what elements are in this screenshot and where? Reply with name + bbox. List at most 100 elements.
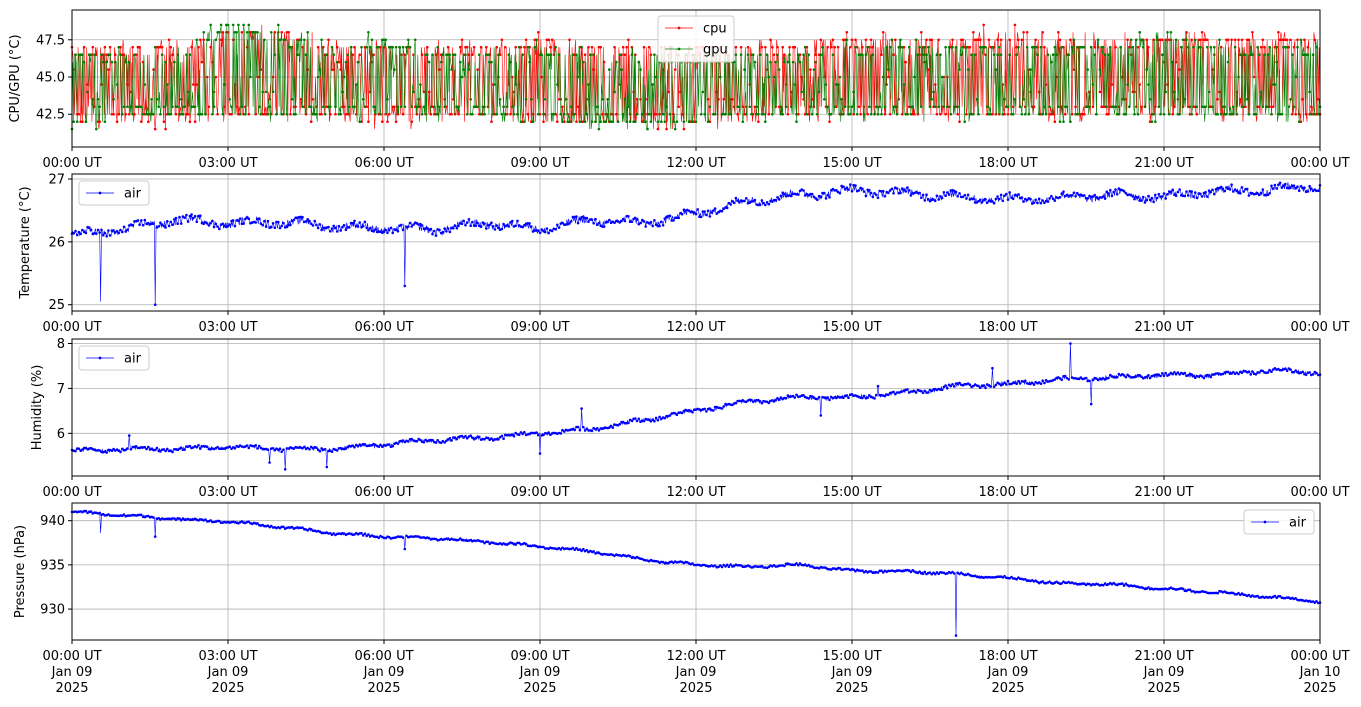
data-point	[275, 112, 278, 116]
data-point	[826, 45, 829, 49]
data-point	[769, 60, 772, 64]
data-point	[991, 366, 994, 370]
data-point	[1126, 38, 1129, 42]
data-point	[400, 105, 403, 109]
data-point	[580, 45, 583, 49]
data-point	[1162, 192, 1166, 195]
data-point	[842, 112, 845, 116]
data-point	[927, 45, 930, 49]
data-point	[1162, 112, 1166, 116]
data-point	[405, 534, 408, 538]
data-point	[363, 105, 367, 109]
data-point	[1237, 591, 1240, 595]
data-point	[195, 83, 199, 86]
data-point	[713, 564, 717, 567]
data-point	[401, 228, 405, 232]
data-point	[481, 540, 485, 543]
data-point	[972, 197, 975, 201]
data-point	[344, 60, 348, 64]
data-point	[1008, 38, 1011, 42]
data-point	[1145, 68, 1148, 71]
data-point	[1206, 195, 1209, 198]
data-point	[928, 105, 932, 109]
data-point	[122, 105, 126, 109]
data-point	[887, 68, 890, 71]
data-point	[899, 191, 902, 195]
data-point	[722, 405, 725, 408]
data-point	[961, 38, 965, 42]
data-point	[930, 572, 933, 576]
data-point	[1136, 112, 1140, 116]
data-point	[82, 509, 86, 513]
data-point	[237, 219, 240, 223]
data-point	[1015, 577, 1018, 581]
data-point	[694, 120, 698, 123]
data-point	[767, 112, 771, 116]
data-point	[88, 53, 91, 56]
data-point	[706, 120, 710, 123]
data-point	[176, 222, 179, 225]
data-point	[1006, 379, 1010, 383]
legend-marker-gpu	[677, 47, 681, 51]
legend: air	[78, 345, 150, 371]
data-point	[166, 220, 169, 223]
data-point	[1273, 367, 1277, 370]
data-point	[426, 226, 429, 230]
data-point	[1150, 196, 1154, 200]
data-point	[173, 60, 176, 64]
data-point	[155, 98, 159, 101]
data-point	[443, 105, 447, 109]
data-point	[259, 68, 263, 71]
data-point	[193, 214, 197, 218]
data-point	[881, 571, 885, 574]
data-point	[765, 53, 769, 56]
data-point	[1070, 45, 1074, 49]
data-point	[228, 445, 231, 449]
data-point	[247, 23, 251, 27]
data-point	[816, 198, 819, 202]
data-point	[322, 105, 325, 109]
data-point	[145, 112, 148, 116]
data-point	[166, 447, 169, 451]
data-point	[465, 221, 469, 224]
x-tick-label: 15:00 UT	[822, 485, 881, 500]
data-point	[216, 445, 219, 449]
data-point	[888, 112, 892, 116]
data-point	[342, 223, 346, 227]
data-point	[1259, 90, 1263, 94]
data-point	[790, 90, 793, 94]
data-point	[121, 112, 124, 116]
data-point	[668, 112, 672, 116]
data-point	[616, 120, 620, 123]
data-point	[571, 53, 575, 56]
data-point	[271, 447, 275, 450]
data-point	[739, 53, 743, 56]
legend-marker-cpu	[677, 26, 681, 30]
data-point	[77, 447, 81, 451]
data-point	[592, 53, 595, 56]
data-point	[365, 45, 369, 49]
data-point	[802, 393, 805, 397]
data-point	[1211, 188, 1214, 192]
data-point	[342, 75, 346, 79]
data-point	[1211, 105, 1214, 109]
data-point	[1093, 193, 1096, 197]
data-point	[580, 407, 583, 410]
data-point	[256, 31, 259, 34]
x-tick-label: 18:00 UT	[978, 485, 1037, 500]
data-point	[602, 120, 606, 123]
data-point	[490, 120, 493, 123]
data-point	[445, 439, 448, 443]
data-point	[994, 383, 998, 387]
data-point	[1296, 185, 1299, 188]
data-point	[483, 438, 486, 441]
data-point	[212, 225, 216, 229]
data-point	[550, 112, 554, 116]
data-point	[500, 227, 504, 231]
data-point	[82, 45, 86, 49]
data-point	[868, 394, 871, 397]
data-point	[112, 98, 115, 101]
data-point	[434, 441, 438, 444]
data-point	[153, 127, 157, 131]
data-point	[892, 192, 895, 195]
